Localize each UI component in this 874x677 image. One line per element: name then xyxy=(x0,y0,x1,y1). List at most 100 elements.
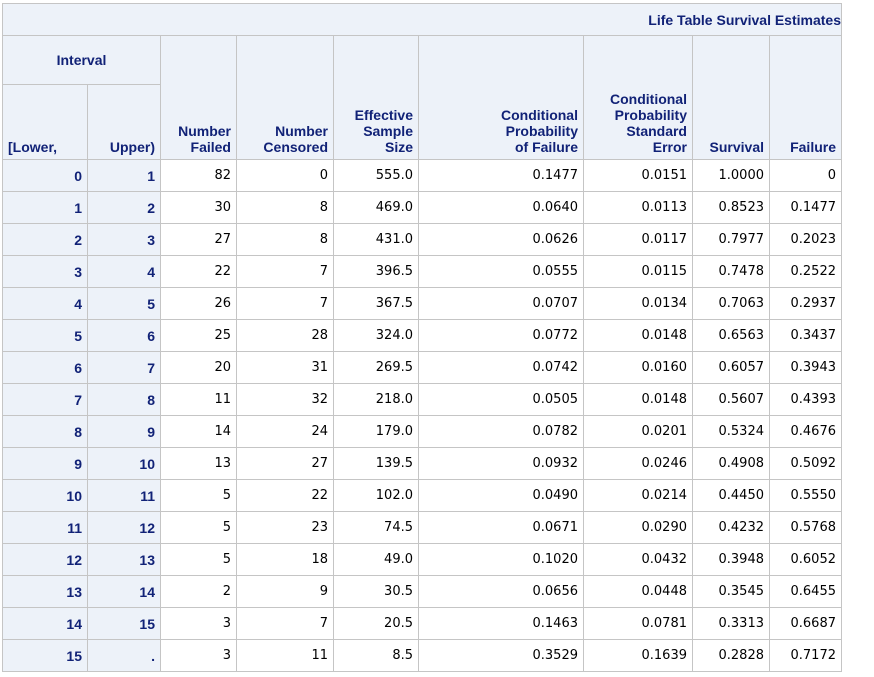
lower-header: [Lower, xyxy=(2,84,88,160)
upper-cell: 6 xyxy=(87,319,161,352)
eff-cell: 396.5 xyxy=(333,255,419,288)
table-row: 8 9 14 24 179.0 0.0782 0.0201 0.5324 0.4676 xyxy=(2,415,842,448)
surv-cell: 0.4450 xyxy=(692,479,770,512)
upper-cell: 5 xyxy=(87,287,161,320)
lower-cell: 8 xyxy=(2,415,88,448)
failed-cell: 5 xyxy=(160,543,237,576)
table-row: 10 11 5 22 102.0 0.0490 0.0214 0.4450 0.5550 xyxy=(2,479,842,512)
eff-cell: 30.5 xyxy=(333,575,419,608)
fail-cell: 0.6052 xyxy=(769,543,842,576)
lower-cell: 14 xyxy=(2,607,88,640)
cpf-cell: 0.0656 xyxy=(418,575,584,608)
life-table: Life Table Survival Estimates Interval N… xyxy=(2,3,842,672)
table-row: 7 8 11 32 218.0 0.0505 0.0148 0.5607 0.4393 xyxy=(2,383,842,416)
lower-cell: 7 xyxy=(2,383,88,416)
surv-cell: 0.7478 xyxy=(692,255,770,288)
fail-cell: 0.4676 xyxy=(769,415,842,448)
lower-cell: 3 xyxy=(2,255,88,288)
eff-cell: 469.0 xyxy=(333,191,419,224)
failed-cell: 27 xyxy=(160,223,237,256)
censored-cell: 0 xyxy=(236,159,334,192)
surv-cell: 0.5324 xyxy=(692,415,770,448)
table-row: 3 4 22 7 396.5 0.0555 0.0115 0.7478 0.2522 xyxy=(2,255,842,288)
eff-cell: 269.5 xyxy=(333,351,419,384)
surv-cell: 0.4232 xyxy=(692,511,770,544)
cpf-cell: 0.1477 xyxy=(418,159,584,192)
eff-cell: 179.0 xyxy=(333,415,419,448)
table-row: 1 2 30 8 469.0 0.0640 0.0113 0.8523 0.1477 xyxy=(2,191,842,224)
surv-cell: 0.3313 xyxy=(692,607,770,640)
upper-cell: 14 xyxy=(87,575,161,608)
surv-cell: 1.0000 xyxy=(692,159,770,192)
upper-cell: 3 xyxy=(87,223,161,256)
eff-cell: 20.5 xyxy=(333,607,419,640)
table-row: 6 7 20 31 269.5 0.0742 0.0160 0.6057 0.3943 xyxy=(2,351,842,384)
table-row: 12 13 5 18 49.0 0.1020 0.0432 0.3948 0.6052 xyxy=(2,543,842,576)
upper-header: Upper) xyxy=(87,84,161,160)
fail-cell: 0.4393 xyxy=(769,383,842,416)
cpf-cell: 0.0707 xyxy=(418,287,584,320)
fail-cell: 0.5550 xyxy=(769,479,842,512)
cpf-cell: 0.0490 xyxy=(418,479,584,512)
upper-cell: 8 xyxy=(87,383,161,416)
cpf-cell: 0.0772 xyxy=(418,319,584,352)
surv-cell: 0.3545 xyxy=(692,575,770,608)
eff-cell: 74.5 xyxy=(333,511,419,544)
eff-cell: 431.0 xyxy=(333,223,419,256)
lower-cell: 5 xyxy=(2,319,88,352)
table-row: 0 1 82 0 555.0 0.1477 0.0151 1.0000 0 xyxy=(2,159,842,192)
censored-cell: 7 xyxy=(236,607,334,640)
failed-cell: 3 xyxy=(160,639,237,672)
lower-cell: 4 xyxy=(2,287,88,320)
survival-header: Survival xyxy=(692,35,770,160)
upper-cell: 12 xyxy=(87,511,161,544)
cpf-cell: 0.0640 xyxy=(418,191,584,224)
censored-cell: 7 xyxy=(236,255,334,288)
upper-cell: 4 xyxy=(87,255,161,288)
cpse-cell: 0.0781 xyxy=(583,607,693,640)
fail-cell: 0.2023 xyxy=(769,223,842,256)
cpf-cell: 0.0671 xyxy=(418,511,584,544)
table-title: Life Table Survival Estimates xyxy=(2,3,842,36)
cpf-cell: 0.1020 xyxy=(418,543,584,576)
eff-cell: 324.0 xyxy=(333,319,419,352)
eff-cell: 555.0 xyxy=(333,159,419,192)
surv-cell: 0.7977 xyxy=(692,223,770,256)
upper-cell: 9 xyxy=(87,415,161,448)
failed-cell: 14 xyxy=(160,415,237,448)
table-row: 4 5 26 7 367.5 0.0707 0.0134 0.7063 0.2937 xyxy=(2,287,842,320)
upper-cell: 1 xyxy=(87,159,161,192)
cpf-cell: 0.0742 xyxy=(418,351,584,384)
fail-cell: 0.6687 xyxy=(769,607,842,640)
failed-cell: 5 xyxy=(160,479,237,512)
cond-prob-failure-header: Conditional Probability of Failure xyxy=(418,35,584,160)
censored-cell: 9 xyxy=(236,575,334,608)
failed-cell: 2 xyxy=(160,575,237,608)
upper-cell: 2 xyxy=(87,191,161,224)
fail-cell: 0.7172 xyxy=(769,639,842,672)
censored-cell: 8 xyxy=(236,191,334,224)
lower-cell: 0 xyxy=(2,159,88,192)
eff-cell: 139.5 xyxy=(333,447,419,480)
fail-cell: 0.1477 xyxy=(769,191,842,224)
lower-cell: 13 xyxy=(2,575,88,608)
table-body: 0 1 82 0 555.0 0.1477 0.0151 1.0000 0 1 2 30 8 469.0 0… xyxy=(2,159,842,672)
upper-cell: . xyxy=(87,639,161,672)
lower-cell: 9 xyxy=(2,447,88,480)
cpse-cell: 0.1639 xyxy=(583,639,693,672)
censored-cell: 22 xyxy=(236,479,334,512)
lower-cell: 2 xyxy=(2,223,88,256)
failure-header: Failure xyxy=(769,35,842,160)
table-row: 5 6 25 28 324.0 0.0772 0.0148 0.6563 0.3437 xyxy=(2,319,842,352)
cpse-cell: 0.0160 xyxy=(583,351,693,384)
table-row: 2 3 27 8 431.0 0.0626 0.0117 0.7977 0.2023 xyxy=(2,223,842,256)
cpse-cell: 0.0117 xyxy=(583,223,693,256)
lower-cell: 15 xyxy=(2,639,88,672)
cpf-cell: 0.0505 xyxy=(418,383,584,416)
surv-cell: 0.7063 xyxy=(692,287,770,320)
censored-cell: 18 xyxy=(236,543,334,576)
eff-cell: 102.0 xyxy=(333,479,419,512)
interval-header: Interval xyxy=(2,35,161,85)
effective-sample-size-header: Effective Sample Size xyxy=(333,35,419,160)
censored-cell: 27 xyxy=(236,447,334,480)
